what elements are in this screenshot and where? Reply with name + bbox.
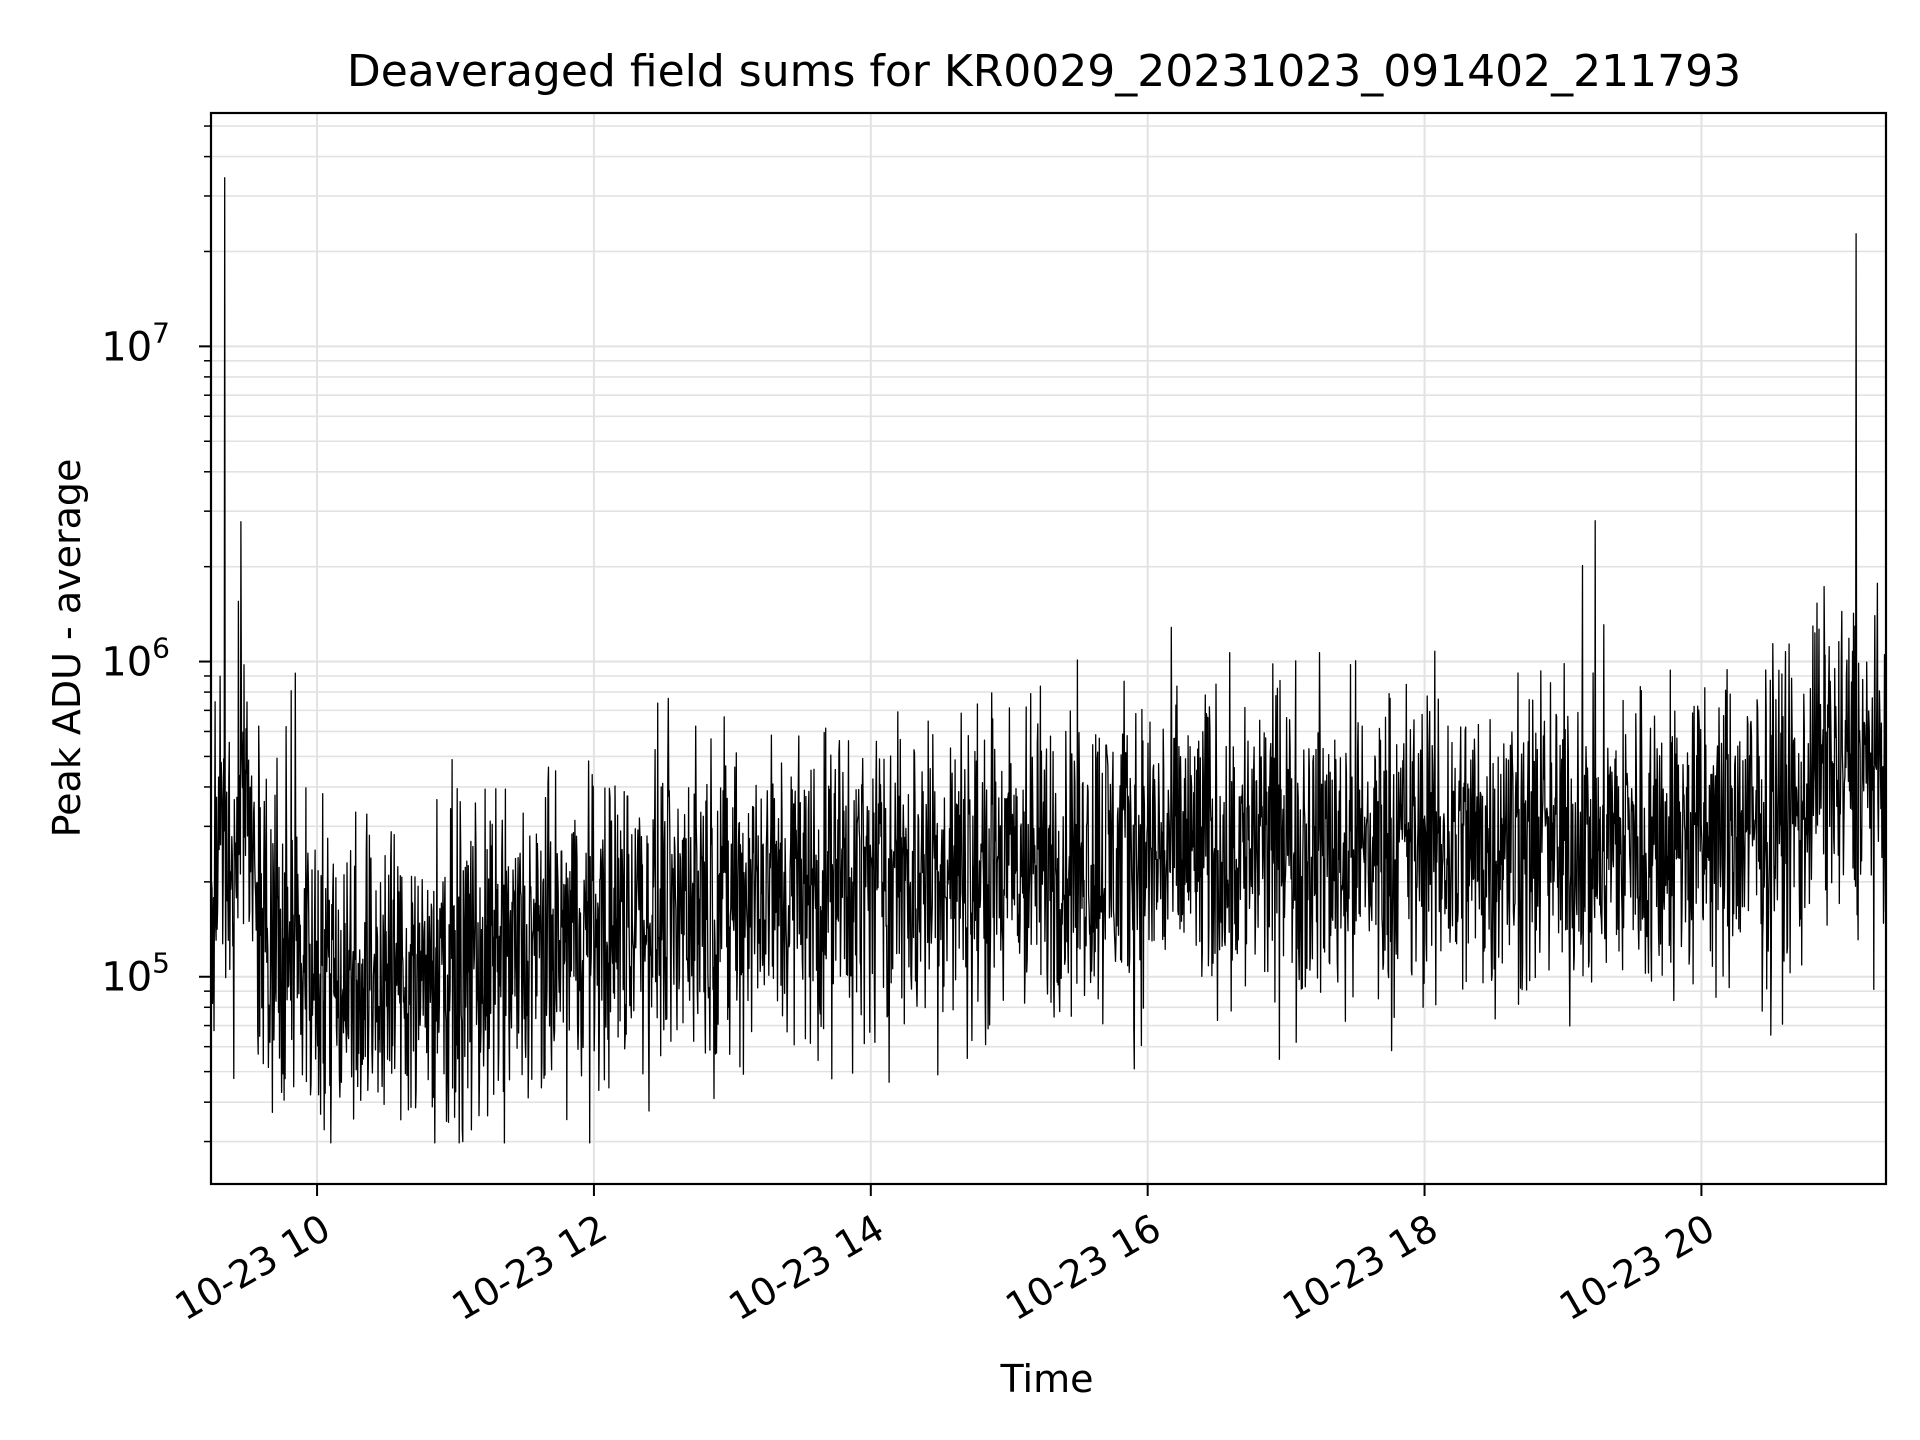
y-tick-base: 10: [101, 324, 152, 370]
series-line-peak-adu: [210, 177, 1887, 1144]
y-tick-label: 107: [101, 316, 170, 370]
y-tick-exponent: 7: [152, 316, 170, 349]
y-tick-base: 10: [101, 640, 152, 686]
y-tick-label: 106: [101, 632, 170, 686]
x-axis-label: Time: [1000, 1357, 1094, 1401]
y-tick-exponent: 6: [152, 632, 170, 665]
axes-frame: [209, 111, 1888, 1186]
y-tick-exponent: 5: [152, 947, 170, 980]
plot-area: [209, 111, 1888, 1186]
chart-title: Deaveraged field sums for KR0029_2023102…: [347, 46, 1741, 97]
y-axis-label: Peak ADU - average: [45, 459, 89, 838]
y-tick-base: 10: [101, 955, 152, 1001]
y-tick-label: 105: [101, 947, 170, 1001]
